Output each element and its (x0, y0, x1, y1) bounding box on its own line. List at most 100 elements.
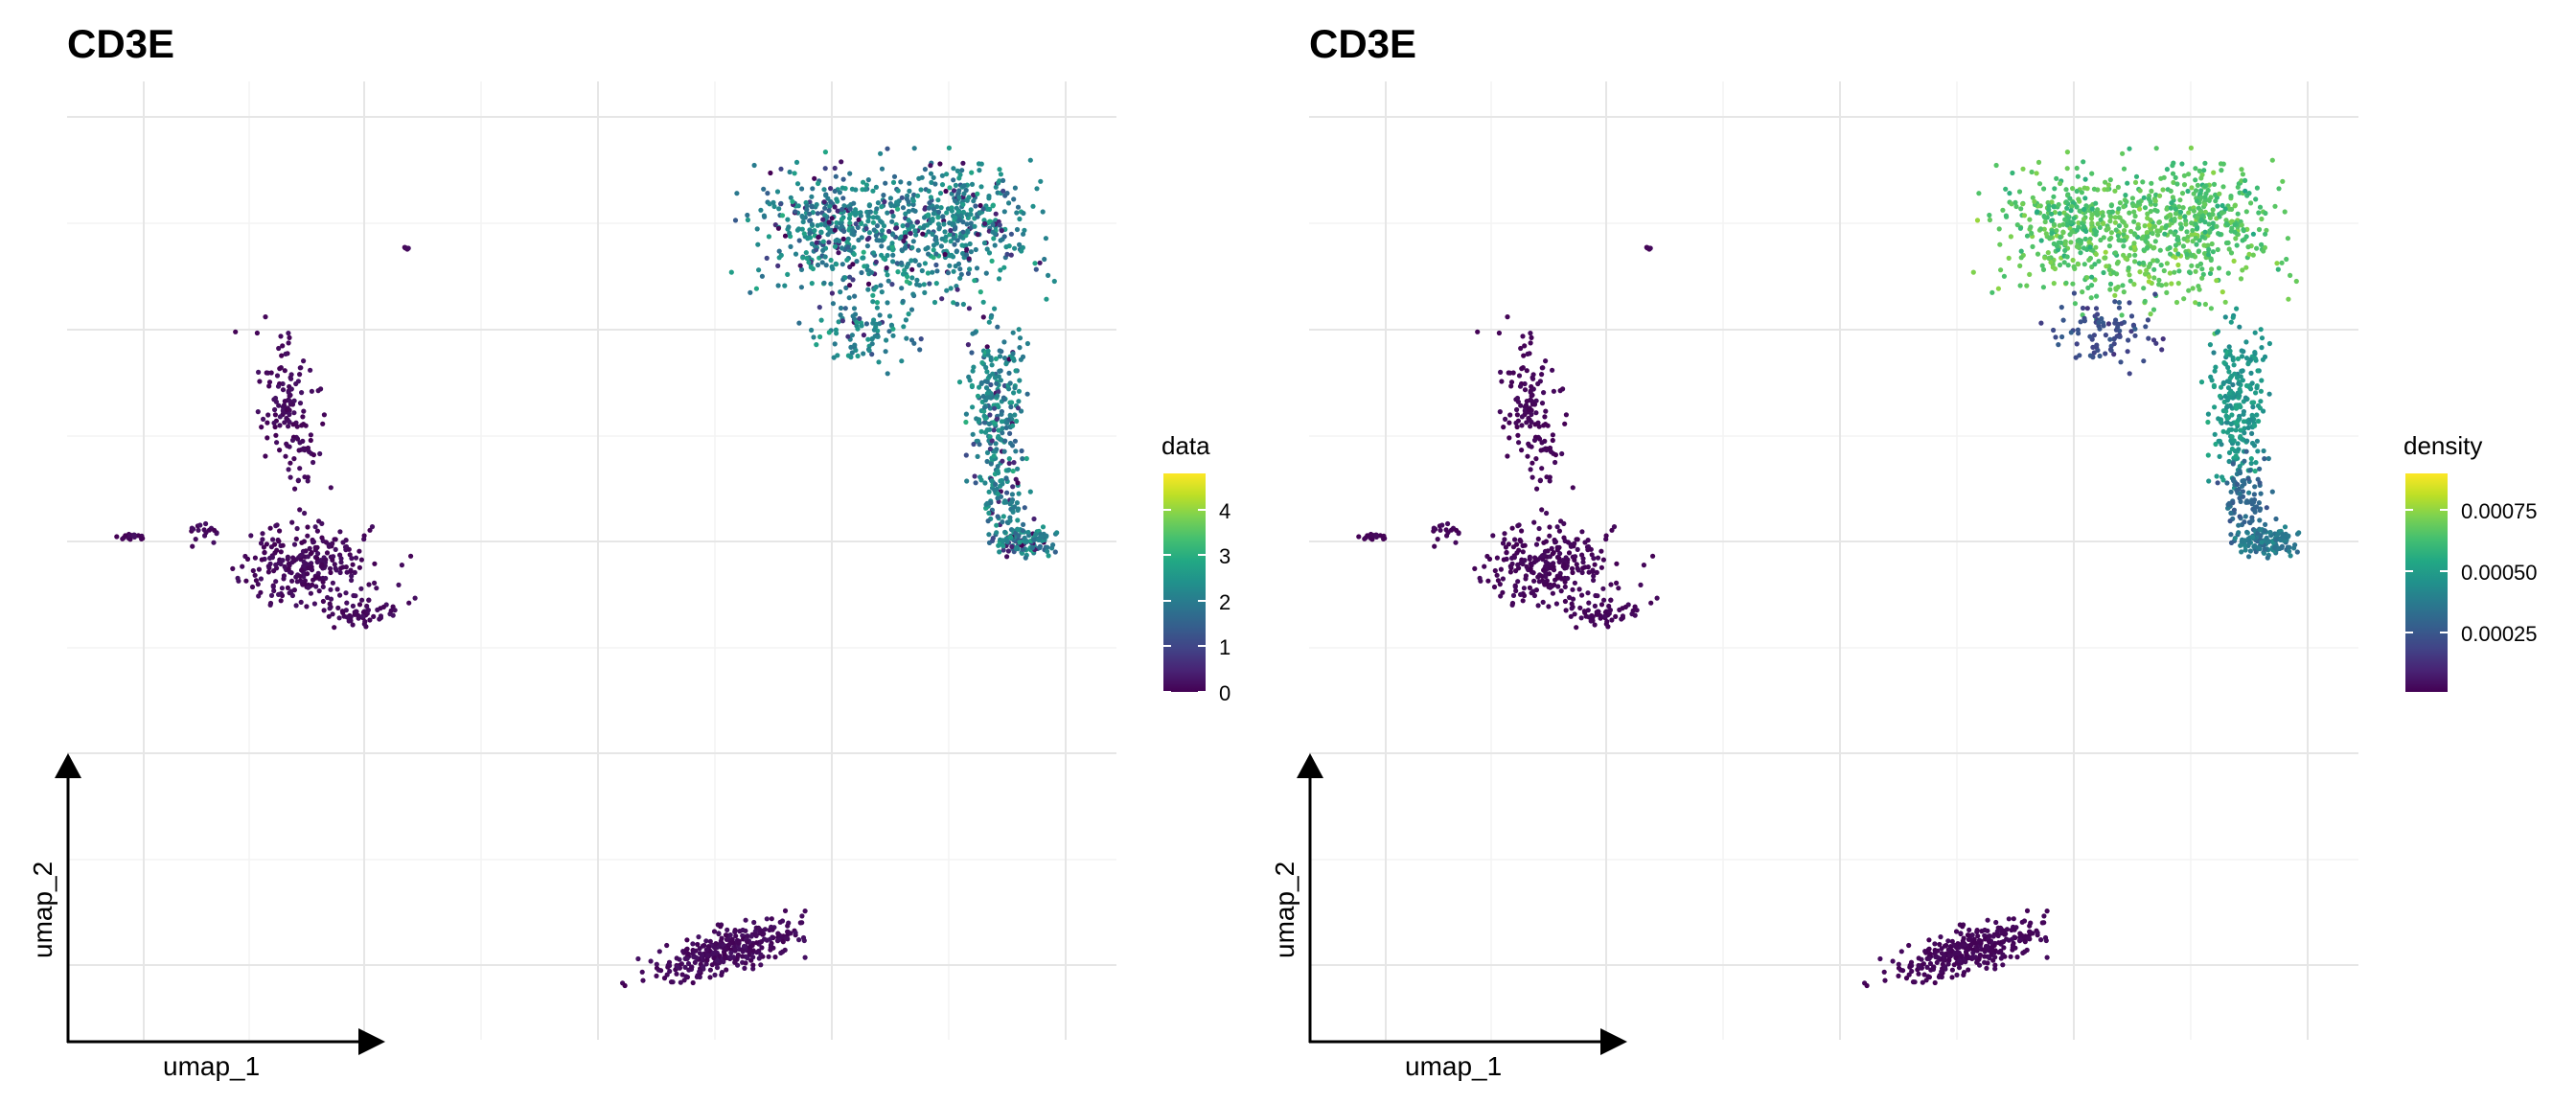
scatter-point (2235, 441, 2241, 447)
scatter-point (935, 197, 941, 203)
scatter-point (1017, 378, 1023, 383)
scatter-point (2211, 350, 2217, 356)
scatter-point (877, 321, 883, 327)
scatter-point (1044, 533, 1049, 539)
scatter-point (280, 558, 286, 564)
scatter-point (811, 334, 816, 340)
scatter-point (678, 979, 683, 985)
scatter-point (2064, 166, 2070, 172)
scatter-point (782, 908, 789, 914)
scatter-point (871, 227, 877, 233)
scatter-point (954, 287, 960, 292)
scatter-point (879, 243, 885, 249)
scatter-point (799, 913, 805, 919)
scatter-point (1007, 412, 1013, 418)
scatter-point (2117, 200, 2123, 206)
scatter-point (966, 306, 973, 311)
scatter-point (851, 200, 857, 206)
scatter-point (916, 263, 922, 268)
scatter-point (123, 533, 128, 539)
scatter-point (969, 181, 976, 187)
scatter-point (1934, 959, 1940, 966)
scatter-point (697, 951, 703, 956)
scatter-point (2145, 211, 2150, 217)
scatter-point (2198, 188, 2204, 194)
scatter-point (2272, 203, 2278, 209)
scatter-point (2232, 203, 2238, 209)
scatter-point (760, 932, 766, 937)
scatter-point (683, 947, 690, 953)
scatter-point (2198, 380, 2205, 385)
scatter-point (2159, 347, 2165, 353)
scatter-point (1530, 588, 1536, 594)
scatter-point (977, 168, 982, 173)
scatter-point (2091, 227, 2098, 233)
scatter-point (2094, 211, 2100, 217)
scatter-point (873, 284, 879, 290)
scatter-point (776, 937, 782, 943)
scatter-point (258, 589, 264, 595)
scatter-point (1906, 972, 1912, 978)
scatter-point (2238, 389, 2243, 395)
colorbar (2405, 473, 2448, 692)
scatter-point (816, 235, 821, 241)
scatter-point (279, 592, 286, 599)
scatter-point (840, 206, 845, 213)
scatter-point (311, 601, 317, 607)
scatter-point (947, 253, 953, 259)
scatter-point (903, 234, 908, 240)
scatter-point (2194, 242, 2199, 247)
scatter-point (291, 558, 297, 564)
scatter-point (2169, 200, 2174, 206)
scatter-point (960, 201, 966, 207)
scatter-point (978, 161, 984, 167)
scatter-point (2242, 519, 2247, 525)
scatter-point (294, 436, 301, 442)
scatter-point (878, 150, 884, 156)
scatter-point (793, 930, 798, 936)
scatter-point (337, 552, 343, 558)
scatter-point (337, 592, 343, 598)
scatter-point (211, 540, 217, 545)
scatter-point (988, 381, 994, 388)
scatter-point (884, 265, 889, 271)
scatter-point (2193, 235, 2198, 242)
scatter-point (2247, 468, 2253, 473)
scatter-point (287, 419, 292, 425)
scatter-point (2244, 438, 2250, 444)
scatter-point (758, 939, 765, 945)
scatter-point (732, 947, 738, 953)
scatter-point (1014, 500, 1020, 506)
scatter-point (1579, 529, 1585, 535)
scatter-point (1974, 218, 1981, 223)
scatter-point (885, 300, 890, 306)
scatter-point (2237, 464, 2242, 470)
scatter-point (1522, 558, 1528, 564)
scatter-point (767, 927, 772, 933)
scatter-point (2104, 187, 2110, 193)
scatter-point (1522, 387, 1529, 393)
scatter-point (955, 261, 962, 266)
scatter-point (2004, 927, 2010, 932)
legend-title: data (1162, 431, 1210, 460)
scatter-point (1609, 527, 1615, 533)
scatter-point (840, 176, 846, 182)
scatter-point (984, 391, 990, 397)
scatter-point (2038, 320, 2044, 326)
scatter-point (1877, 955, 1883, 962)
scatter-point (988, 314, 994, 320)
scatter-point (1995, 932, 2001, 938)
scatter-point (1000, 458, 1005, 464)
scatter-point (1520, 549, 1526, 555)
scatter-point (1976, 191, 1982, 196)
scatter-point (1516, 373, 1523, 379)
scatter-point (847, 283, 853, 288)
scatter-point (2086, 257, 2092, 263)
scatter-point (294, 424, 300, 429)
scatter-point (849, 186, 856, 192)
scatter-point (272, 406, 278, 413)
scatter-point (353, 609, 358, 614)
scatter-point (1966, 936, 1971, 943)
scatter-point (1630, 608, 1636, 613)
scatter-point (956, 188, 962, 194)
